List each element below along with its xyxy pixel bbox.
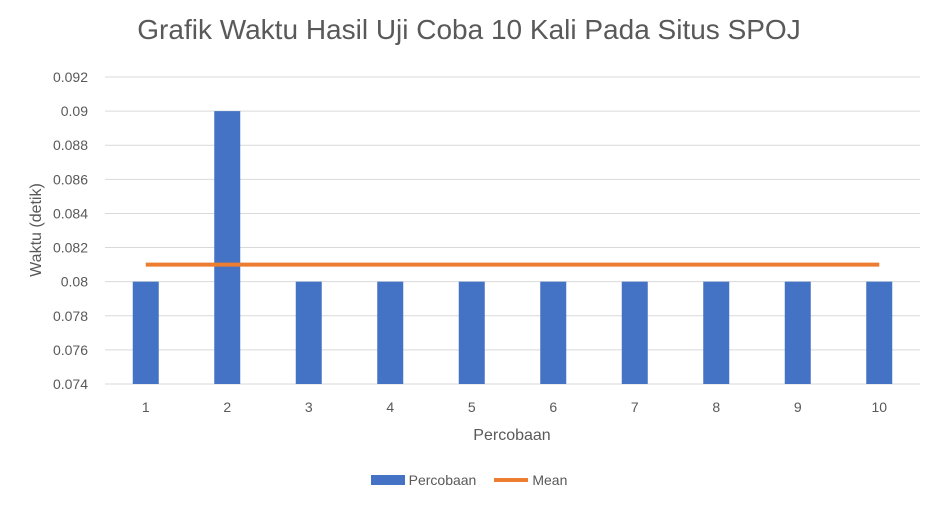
- bar-percobaan-1: [132, 281, 159, 384]
- y-tick-label: 0.084: [53, 205, 88, 221]
- x-tick-label: 6: [549, 399, 557, 415]
- bar-percobaan-2: [214, 111, 241, 384]
- x-tick-label: 5: [468, 399, 476, 415]
- chart-title: Grafik Waktu Hasil Uji Coba 10 Kali Pada…: [137, 14, 801, 45]
- y-tick-label: 0.074: [53, 376, 88, 392]
- legend-item-percobaan: Percobaan: [370, 472, 477, 488]
- y-tick-label: 0.082: [53, 240, 88, 256]
- legend-label-percobaan: Percobaan: [408, 472, 477, 488]
- legend-item-mean: Mean: [494, 472, 567, 488]
- bar-percobaan-3: [295, 281, 322, 384]
- x-tick-label: 4: [386, 399, 394, 415]
- y-tick-label: 0.088: [53, 137, 88, 153]
- y-tick-label: 0.086: [53, 171, 88, 187]
- y-tick-label: 0.092: [53, 69, 88, 85]
- legend-label-mean: Mean: [532, 472, 568, 488]
- legend-swatch-mean: [494, 478, 529, 482]
- bar-percobaan-9: [784, 281, 811, 384]
- x-tick-label: 7: [631, 399, 639, 415]
- x-tick-label: 3: [305, 399, 313, 415]
- bar-percobaan-4: [377, 281, 404, 384]
- legend-swatch-percobaan: [370, 475, 405, 485]
- y-tick-label: 0.078: [53, 308, 88, 324]
- y-tick-label: 0.076: [53, 342, 88, 358]
- y-axis-label: Waktu (detik): [28, 183, 45, 277]
- bar-percobaan-7: [621, 281, 648, 384]
- x-axis-label: Percobaan: [473, 427, 550, 444]
- bar-percobaan-10: [866, 281, 893, 384]
- bar-percobaan-8: [703, 281, 730, 384]
- y-tick-label: 0.09: [61, 103, 88, 119]
- x-tick-label: 9: [794, 399, 802, 415]
- x-tick-label: 2: [223, 399, 231, 415]
- chart-legend: Percobaan Mean: [0, 472, 938, 488]
- bar-percobaan-5: [458, 281, 485, 384]
- x-tick-label: 8: [712, 399, 720, 415]
- bar-percobaan-6: [540, 281, 567, 384]
- x-tick-label: 10: [871, 399, 887, 415]
- x-tick-label: 1: [142, 399, 150, 415]
- y-tick-label: 0.08: [61, 274, 88, 290]
